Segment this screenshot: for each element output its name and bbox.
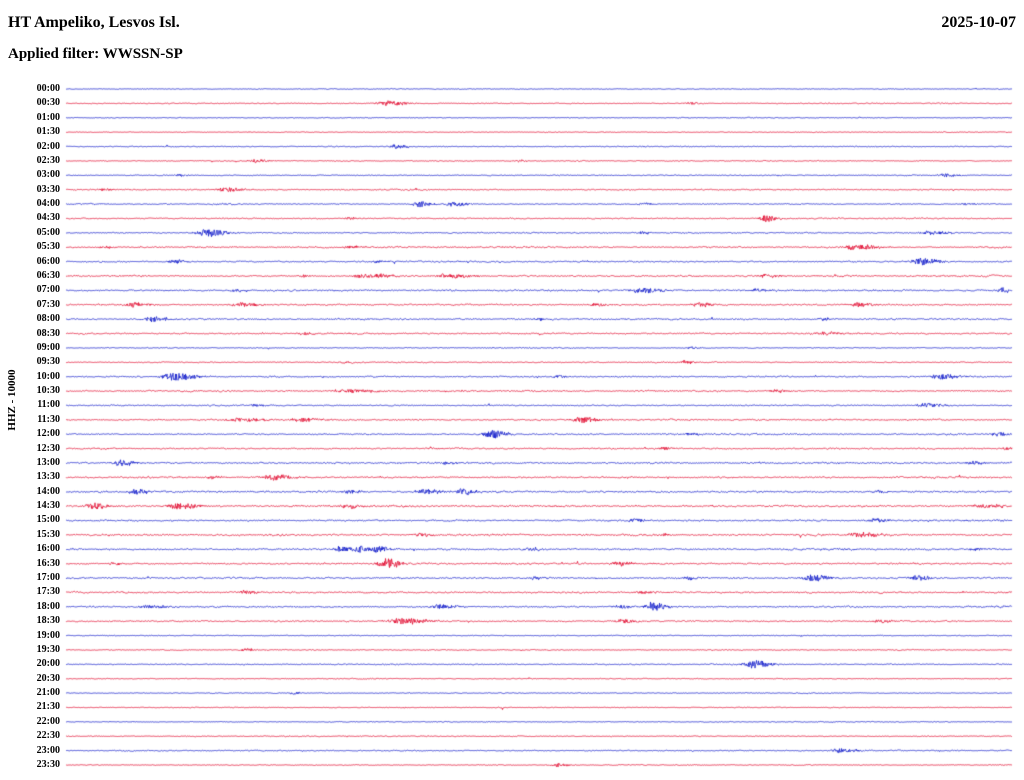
time-label: 04:30 [36,212,60,224]
time-label: 11:00 [37,399,60,411]
time-label: 02:00 [36,140,60,152]
time-label: 22:30 [36,730,60,742]
time-label: 14:00 [36,485,60,497]
time-label: 22:00 [36,715,60,727]
time-label: 21:30 [36,701,60,713]
time-label: 13:00 [36,456,60,468]
time-label: 08:00 [36,313,60,325]
time-label: 16:00 [36,543,60,555]
time-label: 12:00 [36,428,60,440]
time-label: 07:00 [36,284,60,296]
time-label: 03:30 [36,183,60,195]
time-label: 11:30 [37,413,60,425]
time-label: 00:30 [36,97,60,109]
time-label: 01:30 [36,126,60,138]
time-label: 05:00 [36,226,60,238]
time-label: 20:30 [36,672,60,684]
time-label: 17:30 [36,586,60,598]
time-label: 23:00 [36,744,60,756]
time-label: 12:30 [36,442,60,454]
time-label: 23:30 [36,759,60,770]
time-label: 13:30 [36,471,60,483]
time-label: 19:00 [36,629,60,641]
time-label: 16:30 [36,557,60,569]
time-label: 04:00 [36,198,60,210]
time-label: 19:30 [36,643,60,655]
time-label: 05:30 [36,241,60,253]
time-label: 18:30 [36,615,60,627]
time-label: 06:30 [36,269,60,281]
time-label: 09:00 [36,341,60,353]
time-label: 01:00 [36,111,60,123]
time-label: 15:30 [36,528,60,540]
time-label: 14:30 [36,500,60,512]
time-label: 03:00 [36,169,60,181]
time-label: 10:30 [36,385,60,397]
time-label: 15:00 [36,514,60,526]
time-label: 10:00 [36,370,60,382]
time-label: 20:00 [36,658,60,670]
time-label: 21:00 [36,687,60,699]
time-label: 06:00 [36,255,60,267]
time-label: 18:00 [36,600,60,612]
time-label-column: 00:00 00:30 01:00 01:30 02:00 02:30 03:00 03:30… [0,0,62,780]
time-label: 02:30 [36,154,60,166]
time-label: 00:00 [36,83,60,94]
time-label: 07:30 [36,298,60,310]
time-label: 17:00 [36,572,60,584]
time-label: 09:30 [36,356,60,368]
time-label: 08:30 [36,327,60,339]
